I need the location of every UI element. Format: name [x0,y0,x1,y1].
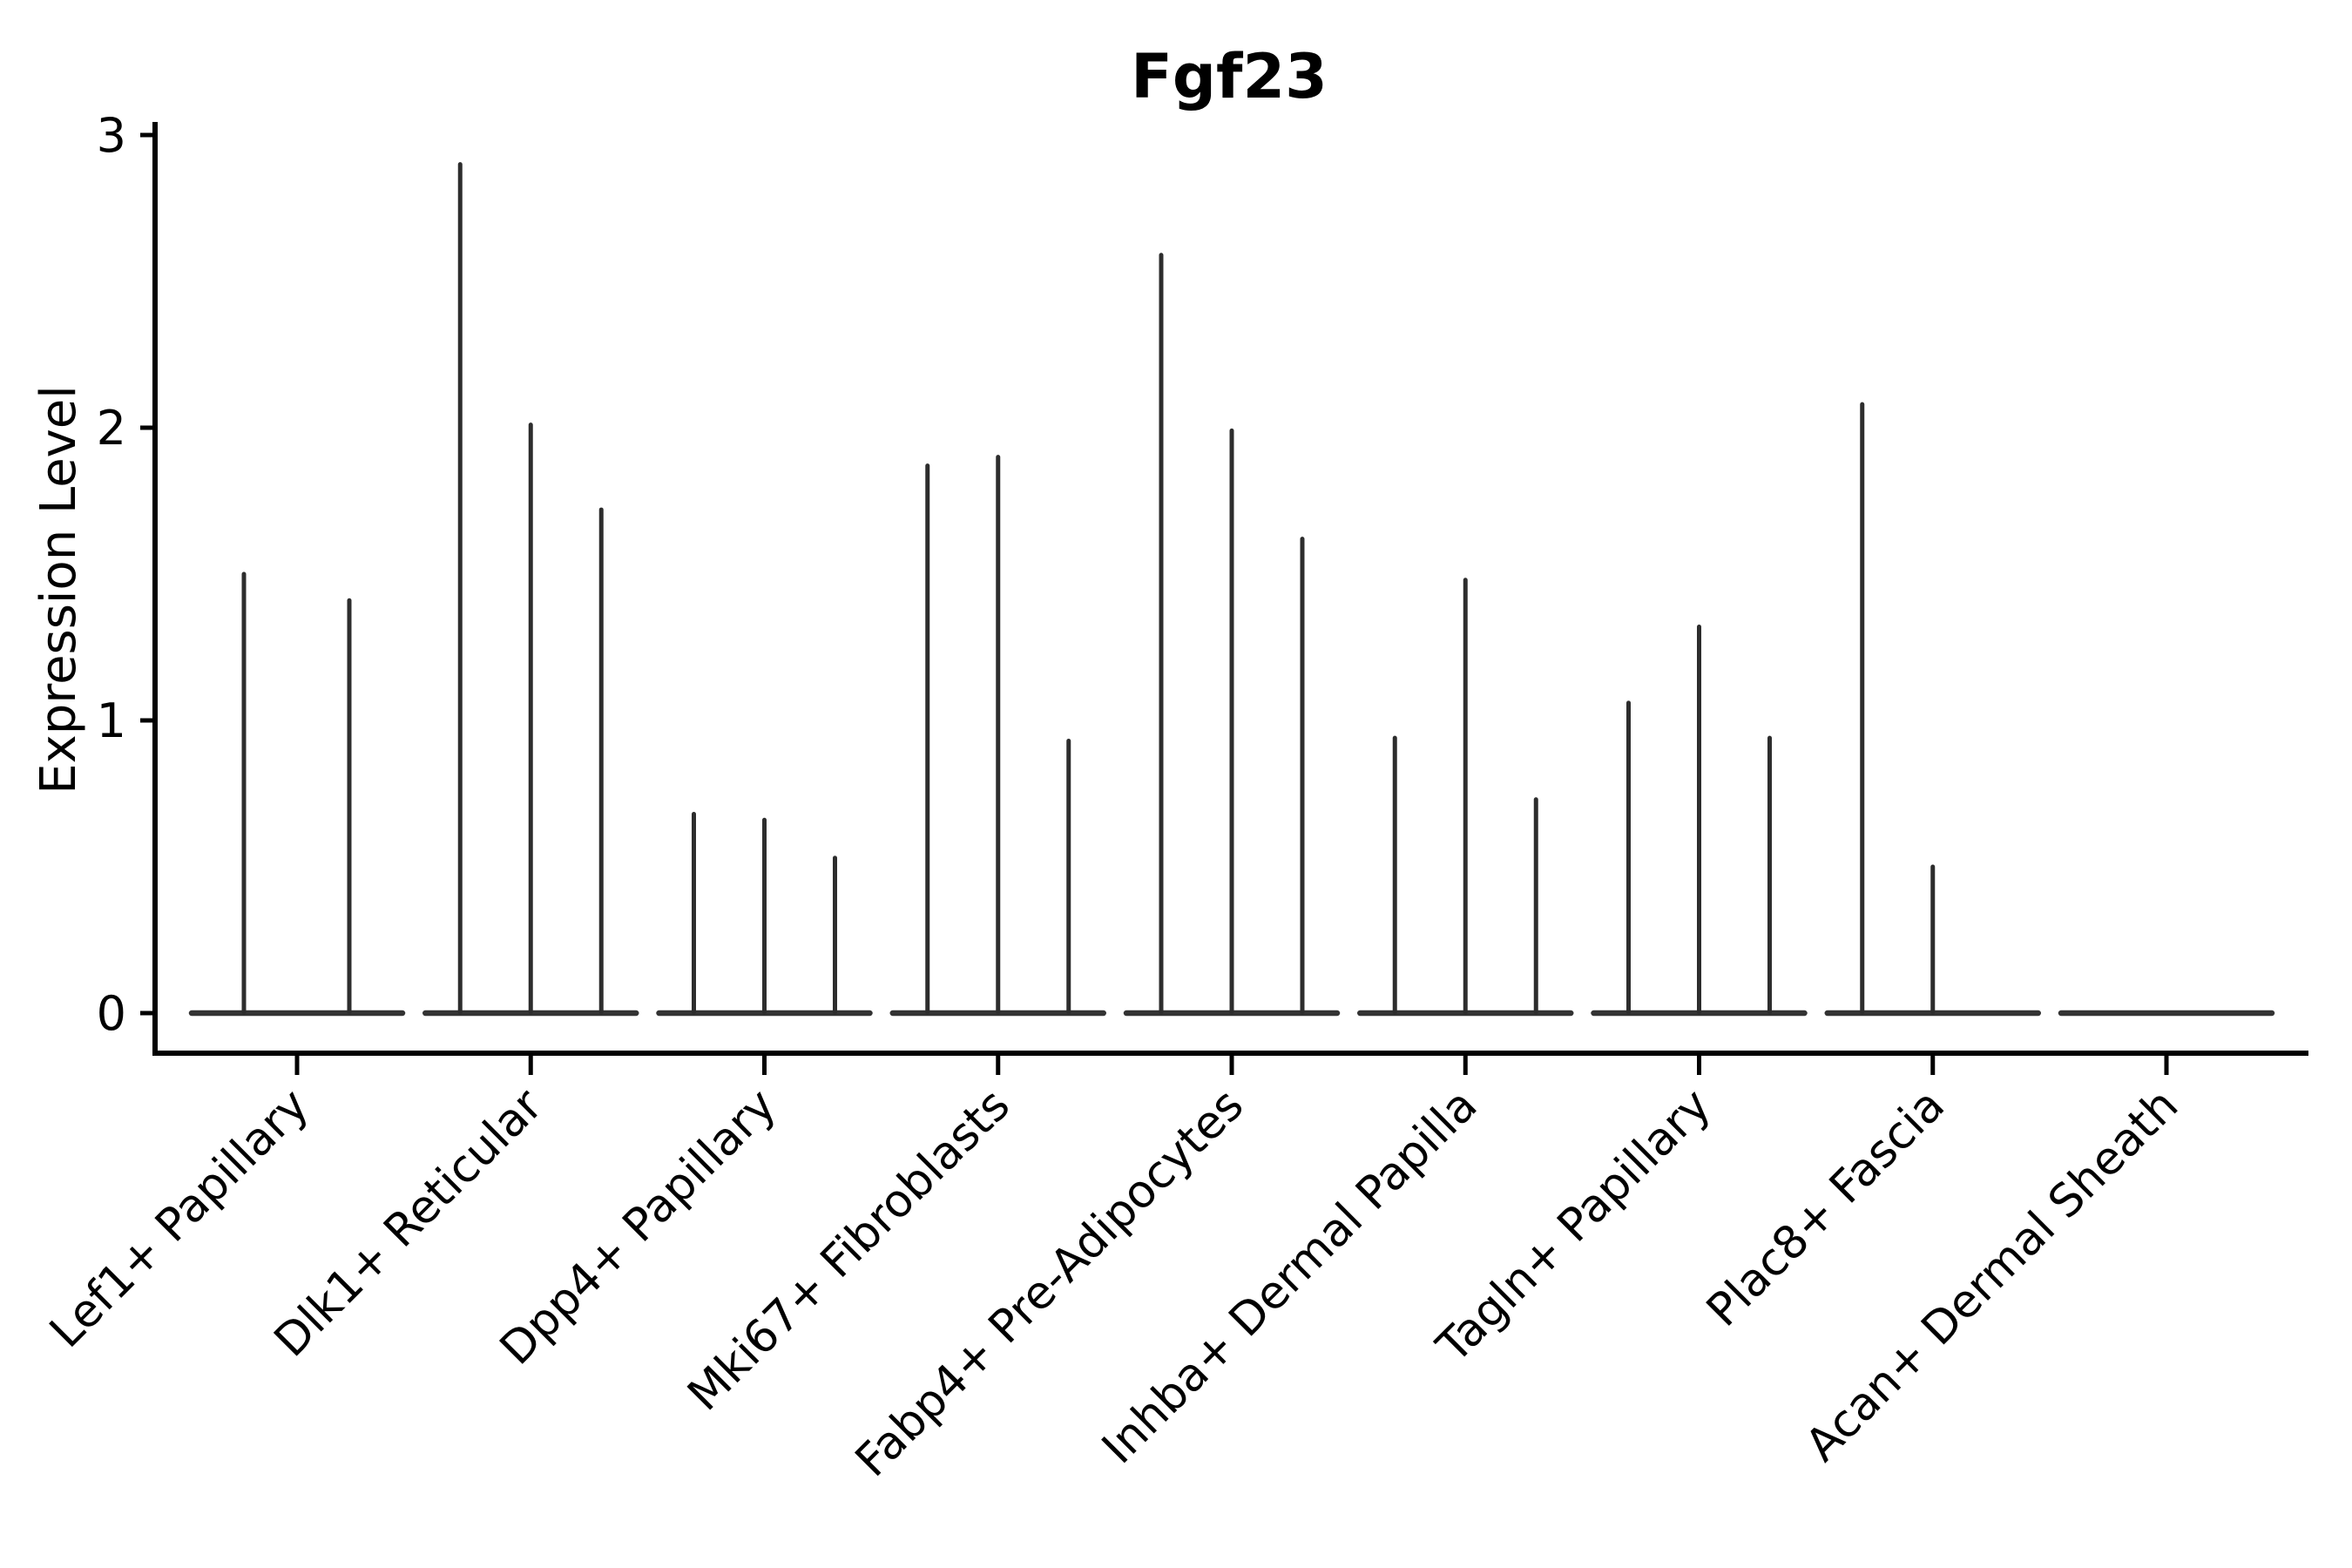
x-axis-ticks [294,1055,2169,1075]
category-label: Plac8+ Fascia [1697,1079,1955,1337]
category-label: Lef1+ Papillary [40,1079,319,1358]
y-tick-label: 3 [97,108,126,163]
category-label: Fabp4+ Pre-Adipocytes [846,1079,1254,1487]
violin-groups [188,162,2275,1017]
y-axis-ticks: 0 1 2 3 [97,108,153,1041]
category-label: Acan+ Dermal Sheath [1796,1079,2189,1472]
y-axis-label: Expression Level [30,385,87,794]
y-tick-label: 2 [97,401,126,456]
plot-title: Fgf23 [1131,41,1328,112]
y-tick-label: 1 [97,693,126,748]
category-label: Inhba+ Dermal Papilla [1092,1079,1487,1474]
y-tick-label: 0 [97,986,126,1041]
